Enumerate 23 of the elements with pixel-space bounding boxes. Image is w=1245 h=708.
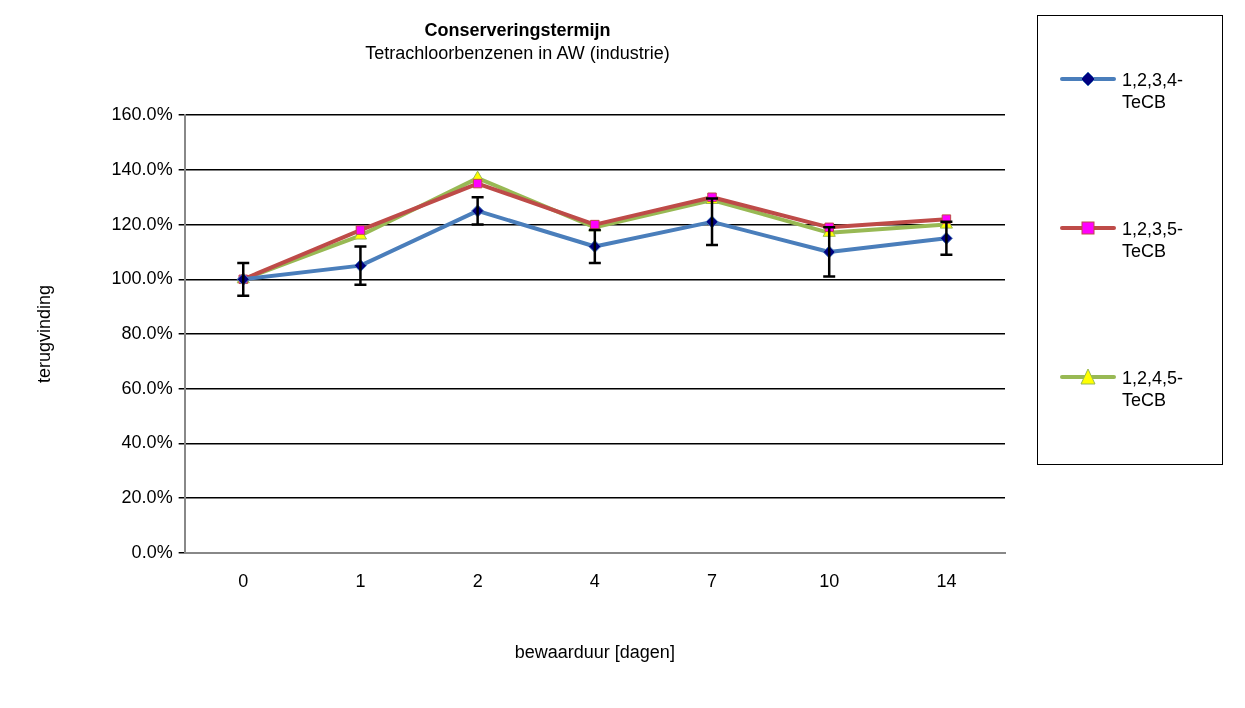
y-tick-label: 100.0% [111,268,173,289]
legend-label: 1,2,4,5-TeCB [1122,367,1185,412]
x-tick-label: 10 [819,570,840,591]
x-axis-title: bewaarduur [dagen] [514,642,675,663]
chart-subtitle: Tetrachloorbenzenen in AW (industrie) [365,43,670,64]
x-tick-label: 2 [472,570,483,591]
x-tick-label: 0 [238,570,249,591]
y-tick-label: 80.0% [121,322,173,343]
legend-label: 1,2,3,4-TeCB [1122,68,1185,113]
chart-title: Conserveringstermijn [424,19,611,40]
y-tick-label: 60.0% [121,377,173,398]
y-tick-label: 20.0% [121,487,173,508]
y-tick-label: 140.0% [111,158,173,179]
y-tick-label: 40.0% [121,432,173,453]
legend-label: 1,2,3,5-TeCB [1122,218,1185,262]
y-tick-label: 160.0% [111,104,173,125]
x-tick-label: 7 [707,570,718,591]
y-axis-title: terugvinding [33,284,54,384]
x-tick-label: 4 [589,570,600,591]
y-tick-label: 120.0% [111,213,173,234]
y-tick-label: 0.0% [131,541,173,562]
x-tick-label: 14 [936,570,957,591]
x-tick-label: 1 [355,570,366,591]
